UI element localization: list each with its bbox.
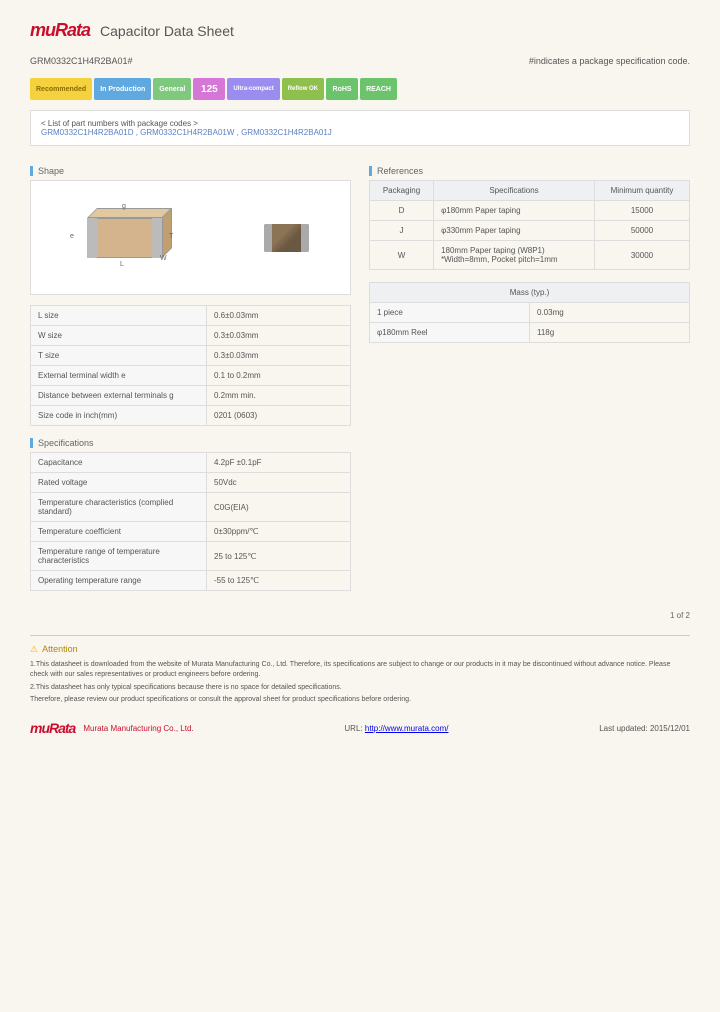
brand-logo: muRata	[30, 20, 90, 41]
part-number-row: GRM0332C1H4R2BA01# #indicates a package …	[30, 56, 690, 66]
shape-diagram: e g T L W	[30, 180, 351, 295]
ref-header-pkg: Packaging	[370, 181, 434, 201]
table-row: 1 piece0.03mg	[370, 303, 690, 323]
mass-header: Mass (typ.)	[370, 283, 690, 303]
capacitor-drawing: e g T L W	[72, 203, 182, 273]
attention-title: Attention	[30, 644, 690, 655]
table-row: φ180mm Reel118g	[370, 323, 690, 343]
ref-header-spec: Specifications	[434, 181, 595, 201]
attention-section: Attention 1.This datasheet is downloaded…	[30, 635, 690, 705]
table-row: Dφ180mm Paper taping15000	[370, 201, 690, 221]
part-number: GRM0332C1H4R2BA01#	[30, 56, 133, 66]
table-row: Distance between external terminals g0.2…	[31, 386, 351, 406]
footer-updated: Last updated: 2015/12/01	[599, 724, 690, 733]
table-row: Size code in inch(mm)0201 (0603)	[31, 406, 351, 426]
part-list-links[interactable]: GRM0332C1H4R2BA01D , GRM0332C1H4R2BA01W …	[41, 128, 332, 137]
footer-company: Murata Manufacturing Co., Ltd.	[83, 724, 193, 733]
mass-table: Mass (typ.) 1 piece0.03mgφ180mm Reel118g	[369, 282, 690, 343]
table-row: Temperature range of temperature charact…	[31, 542, 351, 571]
section-references: References	[369, 166, 690, 176]
table-row: Operating temperature range-55 to 125℃	[31, 571, 351, 591]
badge-production: In Production	[94, 78, 151, 100]
part-list-panel: < List of part numbers with package code…	[30, 110, 690, 146]
shape-table: L size0.6±0.03mmW size0.3±0.03mmT size0.…	[30, 305, 351, 426]
page-title: Capacitor Data Sheet	[100, 23, 234, 39]
footer: muRata Murata Manufacturing Co., Ltd. UR…	[30, 720, 690, 736]
table-row: W size0.3±0.03mm	[31, 326, 351, 346]
footer-logo: muRata	[30, 720, 75, 736]
badge-general: General	[153, 78, 191, 100]
table-row: W180mm Paper taping (W8P1) *Width=8mm, P…	[370, 241, 690, 270]
header: muRata Capacitor Data Sheet	[30, 20, 690, 41]
package-note: #indicates a package specification code.	[529, 56, 690, 66]
section-shape: Shape	[30, 166, 351, 176]
footer-url-label: URL:	[344, 724, 362, 733]
references-table: Packaging Specifications Minimum quantit…	[369, 180, 690, 270]
badge-125: 125	[193, 78, 225, 100]
page-number: 1 of 2	[30, 611, 690, 620]
table-row: Temperature characteristics (complied st…	[31, 493, 351, 522]
footer-url[interactable]: http://www.murata.com/	[365, 724, 449, 733]
badge-recommended: Recommended	[30, 78, 92, 100]
table-row: Temperature coefficient0±30ppm/℃	[31, 522, 351, 542]
badge-rohs: RoHS	[326, 78, 358, 100]
part-list-title: < List of part numbers with package code…	[41, 119, 679, 128]
attention-text-1: 1.This datasheet is downloaded from the …	[30, 660, 690, 680]
table-row: Jφ330mm Paper taping50000	[370, 221, 690, 241]
section-specs: Specifications	[30, 438, 351, 448]
table-row: Capacitance4.2pF ±0.1pF	[31, 453, 351, 473]
attention-text-2: 2.This datasheet has only typical specif…	[30, 683, 690, 693]
capacitor-photo	[264, 224, 309, 252]
table-row: L size0.6±0.03mm	[31, 306, 351, 326]
table-row: External terminal width e0.1 to 0.2mm	[31, 366, 351, 386]
ref-header-min: Minimum quantity	[594, 181, 689, 201]
spec-table: Capacitance4.2pF ±0.1pFRated voltage50Vd…	[30, 452, 351, 591]
badge-ultra: Ultra-compact	[227, 78, 279, 100]
attention-text-3: Therefore, please review our product spe…	[30, 695, 690, 705]
badge-row: Recommended In Production General 125 Ul…	[30, 78, 690, 100]
table-row: Rated voltage50Vdc	[31, 473, 351, 493]
badge-reflow: Reflow OK	[282, 78, 324, 100]
table-row: T size0.3±0.03mm	[31, 346, 351, 366]
badge-reach: REACH	[360, 78, 397, 100]
